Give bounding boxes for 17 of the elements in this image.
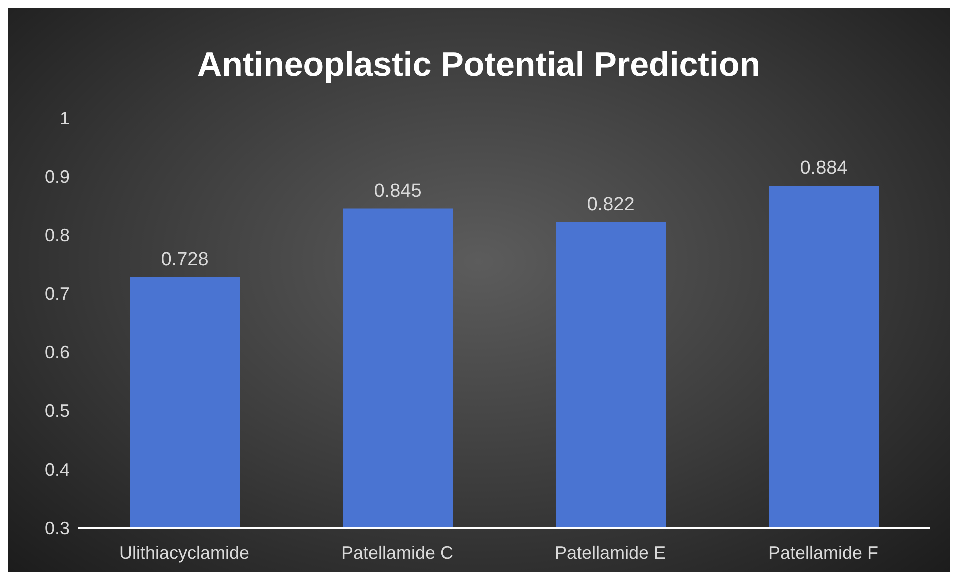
y-tick-label: 0.4 — [44, 460, 70, 480]
y-tick-label: 0.3 — [44, 518, 70, 538]
y-tick-label: 0.5 — [44, 401, 70, 422]
data-label: 0.728 — [161, 249, 209, 270]
data-label: 0.884 — [800, 158, 848, 179]
y-tick-label: 0.6 — [44, 342, 70, 363]
y-tick-label: 0.7 — [44, 284, 70, 304]
x-tick-label: Patellamide F — [768, 542, 879, 563]
chart-title: Antineoplastic Potential Prediction — [196, 46, 762, 85]
data-label: 0.822 — [587, 194, 635, 216]
x-tick-label: Ulithiacyclamide — [119, 542, 250, 563]
y-tick-label: 0.8 — [44, 226, 70, 246]
data-label: 0.845 — [374, 180, 422, 202]
y-tick-label: 0.9 — [44, 166, 70, 187]
y-tick-label: 1 — [60, 108, 70, 128]
x-tick-label: Patellamide C — [341, 542, 454, 563]
x-tick-label: Patellamide E — [554, 542, 666, 563]
